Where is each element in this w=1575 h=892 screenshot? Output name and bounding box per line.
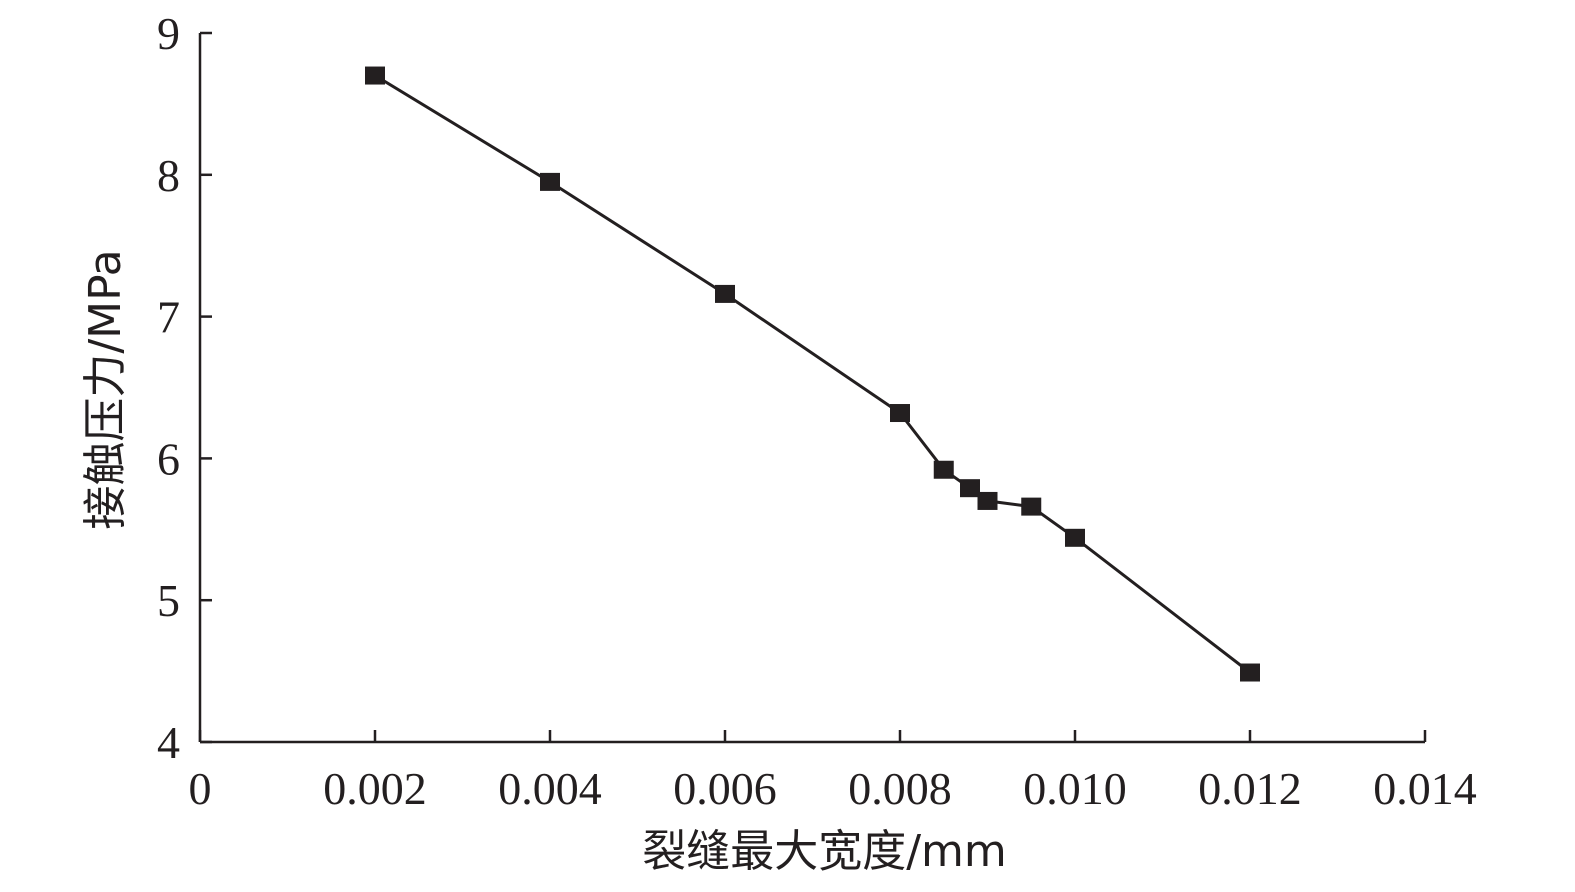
x-tick-label: 0.004 [498,763,602,814]
data-point [960,479,980,498]
data-point [977,491,998,510]
data-point [933,460,954,479]
y-tick-label: 4 [157,717,180,768]
y-tick-label: 9 [157,8,180,59]
y-axis-title: 接触压力/MPa [80,249,131,529]
x-axis-title: 裂缝最大宽度/mm [642,826,1007,877]
data-point [715,284,735,303]
x-tick-label: 0.008 [848,763,952,814]
data-point [365,66,385,85]
x-tick-label: 0.010 [1023,763,1127,814]
data-point [1240,663,1260,682]
x-tick-label: 0.006 [673,763,777,814]
data-point [1021,497,1042,516]
y-tick-label: 5 [157,575,180,626]
x-tick-label: 0.012 [1198,763,1302,814]
y-tick-label: 6 [157,433,180,484]
data-point [1065,528,1085,547]
series [365,66,1260,682]
series-line [374,74,1251,674]
data-point [540,172,560,191]
x-tick-label: 0.014 [1373,763,1477,814]
x-tick-label: 0.002 [323,763,427,814]
y-tick-label: 8 [157,150,180,201]
ticks: 0 0.002 0.004 0.006 0.008 0.010 0.012 0.014 4 5 6 7… [157,8,1477,814]
y-tick-label: 7 [157,292,180,343]
axes [198,33,1425,744]
x-tick-label: 0 [189,763,212,814]
data-point [890,404,910,423]
